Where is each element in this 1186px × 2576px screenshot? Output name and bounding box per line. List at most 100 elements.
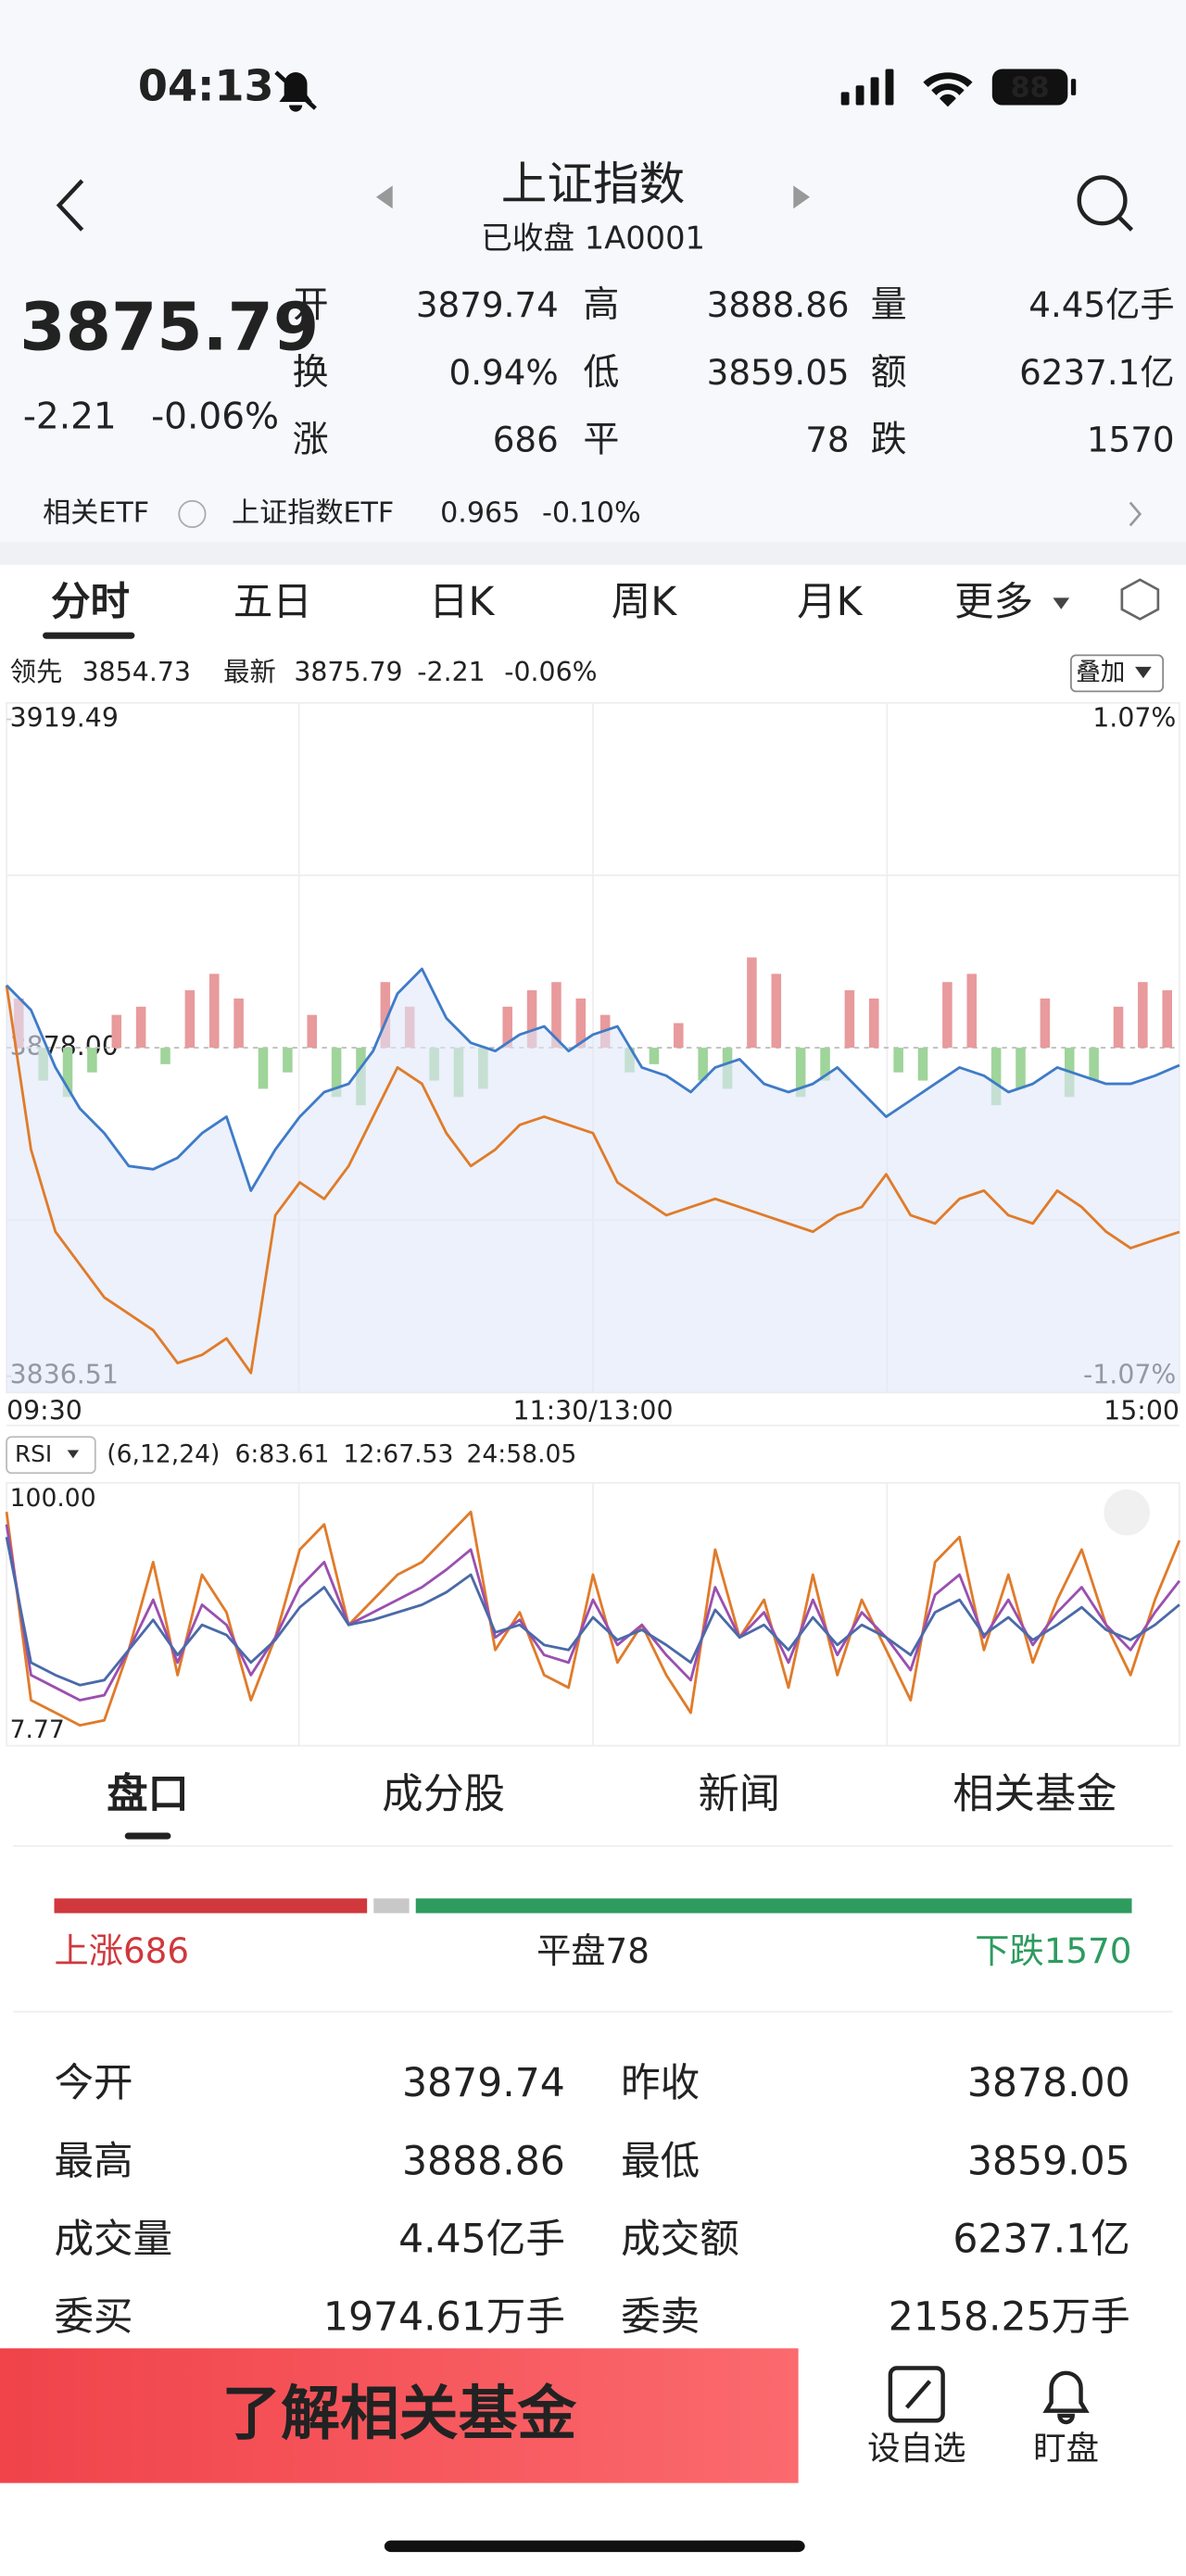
- volume-bar: [87, 1048, 97, 1073]
- legend-entry: 6:83.61: [235, 1439, 330, 1468]
- volume-bar: [551, 982, 561, 1049]
- volume-bar: [331, 1048, 342, 1098]
- stat-value: 4.45亿手: [1028, 284, 1174, 325]
- volume-bar: [820, 1048, 830, 1081]
- tab[interactable]: 周K: [612, 580, 678, 625]
- legend-value: -0.06%: [504, 657, 597, 687]
- breadth-bar: [415, 1898, 1132, 1914]
- volume-bar: [135, 1006, 146, 1049]
- volume-bar: [795, 1048, 806, 1098]
- stat-label: 涨: [293, 419, 329, 460]
- panel-tab[interactable]: 相关基金: [953, 1771, 1117, 1818]
- row-value: 1974.61万手: [323, 2295, 565, 2341]
- legend-value: 3854.73: [82, 657, 191, 687]
- etf-arrow[interactable]: [1129, 501, 1142, 527]
- breadth-name: 上涨: [55, 1929, 123, 1970]
- price-area: [6, 969, 1180, 1393]
- x-tick-label: 11:30/13:00: [512, 1396, 673, 1426]
- volume-bar: [1138, 982, 1148, 1049]
- price: 3875.79: [19, 289, 319, 366]
- back-button[interactable]: [56, 179, 84, 232]
- tab[interactable]: 五日: [233, 580, 312, 625]
- search-button[interactable]: [1077, 175, 1128, 226]
- volume-bar: [184, 990, 196, 1049]
- legend-value: -2.21: [417, 657, 485, 687]
- stat-value: 3859.05: [707, 352, 850, 393]
- settings-icon[interactable]: [1120, 578, 1160, 621]
- home-indicator: [384, 2540, 805, 2553]
- x-tick-label: 15:00: [1104, 1396, 1180, 1426]
- volume-bar: [868, 998, 879, 1049]
- etf-name: 上证指数ETF: [232, 496, 394, 529]
- nav-icons[interactable]: [56, 175, 1134, 232]
- breadth-label: 下跌1570: [975, 1929, 1131, 1970]
- volume-bar: [62, 1048, 73, 1098]
- volume-bar: [380, 982, 391, 1049]
- status-time: 04:13: [138, 60, 274, 110]
- fund-button[interactable]: [0, 2348, 799, 2483]
- subtitle: 已收盘 1A0001: [481, 220, 705, 256]
- percent: -0.06%: [151, 396, 279, 438]
- stat-label: 低: [583, 352, 619, 394]
- row-value: 3859.05: [967, 2139, 1130, 2184]
- watchlist-icon[interactable]: [888, 2366, 945, 2423]
- watch-icon[interactable]: [1042, 2370, 1090, 2425]
- legend-name: 最新: [223, 657, 276, 687]
- row-value: 3879.74: [402, 2061, 565, 2106]
- row-value: 6237.1亿: [953, 2217, 1129, 2262]
- volume-bar: [747, 957, 757, 1049]
- x-tick-label: 09:30: [6, 1396, 82, 1426]
- stat-label: 额: [871, 352, 907, 394]
- volume-bar: [698, 1048, 708, 1081]
- indicator-button[interactable]: [6, 1436, 96, 1475]
- tab[interactable]: 日K: [429, 580, 496, 625]
- stat-value: 3888.86: [707, 284, 850, 325]
- breadth-count: 686: [123, 1929, 189, 1970]
- panel-tab[interactable]: 盘口: [107, 1771, 189, 1818]
- line: [5, 1537, 1180, 1687]
- volume-bar: [283, 1048, 293, 1073]
- legend-entry: 24:58.05: [466, 1439, 576, 1468]
- stat-value: 3879.74: [416, 284, 559, 325]
- volume-bar: [258, 1048, 269, 1089]
- legend-entry: 12:67.53: [344, 1439, 454, 1468]
- stat-value: 78: [805, 419, 849, 459]
- panel-tab[interactable]: 新闻: [698, 1771, 780, 1818]
- y-tick-label: 3919.49: [10, 703, 119, 734]
- stat-label: 平: [583, 419, 619, 460]
- etf-price: 0.965: [440, 496, 520, 529]
- tab[interactable]: 分时: [51, 580, 130, 625]
- volume-bar: [649, 1048, 660, 1064]
- row-value: 4.45亿手: [398, 2217, 565, 2262]
- indicator-name: RSI: [15, 1440, 52, 1467]
- row-value: 2158.25万手: [889, 2295, 1130, 2341]
- volume-bar: [917, 1048, 928, 1081]
- legend-name: 领先: [10, 657, 63, 687]
- change: -2.21: [23, 396, 117, 438]
- expand-button[interactable]: [1104, 1489, 1150, 1536]
- row-label: 成交量: [55, 2217, 173, 2262]
- action-label[interactable]: 设自选: [867, 2430, 965, 2468]
- info-icon: [178, 499, 207, 529]
- tab[interactable]: 更多: [954, 580, 1033, 625]
- volume-bar: [111, 1014, 122, 1049]
- battery-level: 88: [1011, 71, 1050, 104]
- rsi-grid: [297, 1482, 889, 1746]
- row-label: 委卖: [621, 2295, 700, 2341]
- line: [5, 1510, 1181, 1728]
- tab[interactable]: 月K: [797, 580, 864, 625]
- overlay-button[interactable]: [1070, 654, 1165, 693]
- action-label[interactable]: 盯盘: [1033, 2430, 1099, 2468]
- volume-bar: [1113, 1006, 1124, 1049]
- y-tick-label: 100.00: [10, 1484, 96, 1513]
- fund-button-label[interactable]: 了解相关基金: [221, 2380, 576, 2448]
- stat-value: 6237.1亿: [1019, 352, 1174, 393]
- status-icons: [274, 69, 1077, 112]
- stat-label: 高: [583, 284, 619, 326]
- panel-tab[interactable]: 成分股: [382, 1771, 505, 1818]
- tab-underline: [43, 632, 135, 639]
- volume-bar: [208, 974, 220, 1049]
- breadth-name: 平盘: [536, 1929, 605, 1970]
- breadth-label: 平盘78: [536, 1929, 650, 1970]
